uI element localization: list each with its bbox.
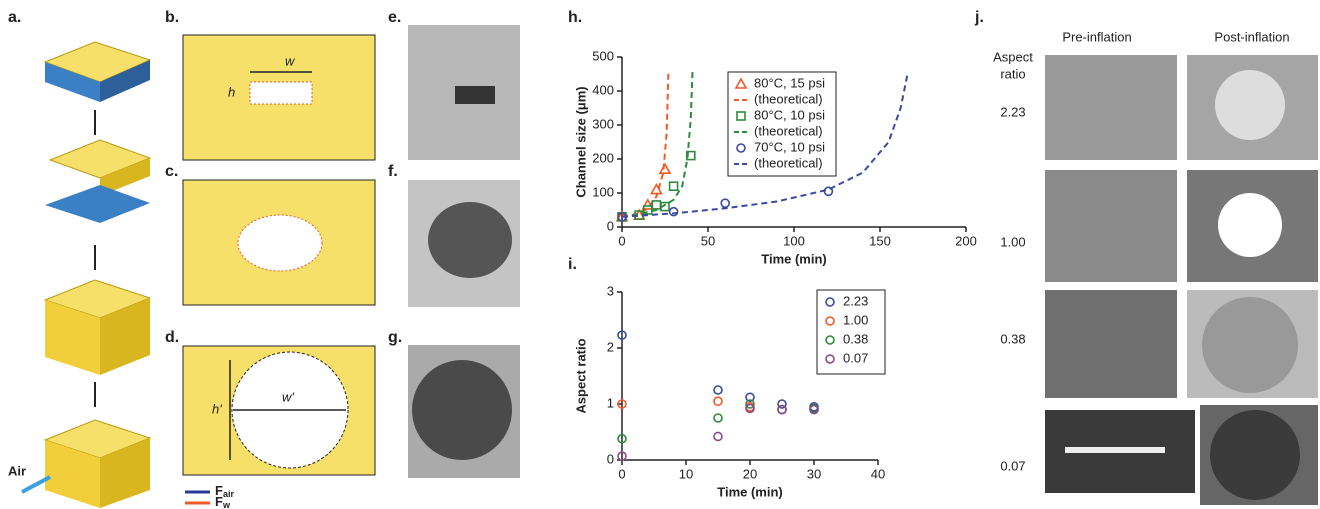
y-tick-label: 0 bbox=[607, 451, 614, 466]
data-point bbox=[668, 181, 679, 191]
micrographs-j bbox=[1045, 55, 1318, 505]
row-header: ratio bbox=[1000, 66, 1025, 81]
legend-swatch bbox=[736, 111, 746, 121]
data-point bbox=[658, 162, 672, 174]
data-point bbox=[809, 404, 819, 415]
data-point bbox=[617, 433, 627, 444]
column-header: Pre-inflation bbox=[1062, 29, 1131, 44]
theory-line bbox=[621, 73, 909, 218]
x-tick-label: 30 bbox=[807, 466, 821, 481]
data-point bbox=[777, 399, 787, 409]
panel-label: j. bbox=[974, 9, 984, 26]
y-tick-label: 300 bbox=[592, 116, 614, 131]
y-tick-label: 200 bbox=[592, 150, 614, 165]
row-label: 0.07 bbox=[1000, 458, 1025, 473]
panel-label: f. bbox=[388, 163, 398, 180]
y-axis-label: Channel size (μm) bbox=[573, 86, 588, 197]
legend-box bbox=[816, 289, 886, 375]
panel-label: e. bbox=[388, 9, 401, 26]
data-point bbox=[668, 206, 679, 217]
channel bbox=[428, 202, 512, 278]
legend-swatch bbox=[825, 354, 835, 364]
data-point bbox=[745, 403, 755, 414]
dimension-label: h' bbox=[212, 401, 222, 416]
panel-label: d. bbox=[165, 329, 179, 346]
x-tick-label: 50 bbox=[701, 233, 715, 248]
legend-swatch bbox=[825, 297, 835, 307]
y-tick-label: 400 bbox=[592, 82, 614, 97]
legend-swatch bbox=[736, 143, 746, 153]
legend-label: 1.00 bbox=[843, 312, 868, 327]
x-tick-label: 150 bbox=[869, 233, 891, 248]
legend-label: (theoretical) bbox=[754, 155, 823, 170]
legend-label: 0.07 bbox=[843, 350, 868, 365]
force-label: Fw bbox=[215, 494, 231, 509]
y-tick-label: 2 bbox=[607, 339, 614, 354]
x-tick-label: 10 bbox=[679, 466, 693, 481]
x-axis-label: Time (min) bbox=[717, 484, 783, 499]
legend-label: (theoretical) bbox=[754, 91, 823, 106]
row-header: Aspect bbox=[993, 49, 1033, 64]
row-label: 0.38 bbox=[1000, 331, 1025, 346]
row-label: 1.00 bbox=[1000, 234, 1025, 249]
x-tick-label: 0 bbox=[618, 466, 625, 481]
data-point bbox=[713, 385, 723, 395]
data-point bbox=[617, 451, 627, 461]
legend-label: (theoretical) bbox=[754, 123, 823, 138]
data-point bbox=[651, 200, 662, 210]
y-tick-label: 500 bbox=[592, 48, 614, 63]
dimension-label: w bbox=[285, 53, 296, 68]
channel bbox=[249, 81, 313, 105]
data-point bbox=[777, 404, 787, 415]
air-label: Air bbox=[8, 463, 26, 478]
dimension-label: h bbox=[228, 84, 235, 99]
panel-label: i. bbox=[568, 256, 577, 273]
dimension-label: w' bbox=[282, 389, 294, 404]
channel bbox=[455, 86, 495, 104]
legend-box bbox=[727, 71, 837, 177]
legend-swatch bbox=[825, 335, 835, 345]
y-axis-label: Aspect ratio bbox=[573, 338, 588, 413]
data-point bbox=[713, 413, 723, 423]
panel-label: a. bbox=[8, 9, 21, 26]
data-point bbox=[720, 198, 731, 208]
legend-swatch bbox=[825, 316, 835, 326]
data-point bbox=[713, 431, 723, 442]
y-tick-label: 1 bbox=[607, 395, 614, 410]
x-tick-label: 40 bbox=[871, 466, 885, 481]
data-point bbox=[617, 399, 627, 409]
data-point bbox=[713, 396, 723, 407]
panel-label: h. bbox=[568, 9, 582, 26]
schematic-a bbox=[21, 41, 152, 508]
legend-label: 2.23 bbox=[843, 293, 868, 308]
legend-swatch bbox=[734, 77, 748, 89]
row-label: 2.23 bbox=[1000, 104, 1025, 119]
data-point bbox=[642, 205, 653, 215]
theory-line bbox=[621, 70, 694, 218]
y-tick-label: 0 bbox=[607, 218, 614, 233]
channel bbox=[412, 360, 512, 460]
data-point bbox=[745, 392, 755, 403]
data-point bbox=[617, 330, 627, 340]
y-tick-label: 100 bbox=[592, 184, 614, 199]
legend-label: 80°C, 10 psi bbox=[754, 107, 825, 122]
legend-label: 0.38 bbox=[843, 331, 868, 346]
x-tick-label: 100 bbox=[783, 233, 805, 248]
data-point bbox=[745, 399, 755, 409]
panel-label: b. bbox=[165, 9, 179, 26]
legend-label: 70°C, 10 psi bbox=[754, 139, 825, 154]
panel-label: c. bbox=[165, 163, 178, 180]
x-axis-label: Time (min) bbox=[761, 251, 827, 266]
theory-line bbox=[621, 70, 670, 218]
column-header: Post-inflation bbox=[1214, 29, 1289, 44]
y-tick-label: 3 bbox=[607, 283, 614, 298]
x-tick-label: 0 bbox=[618, 233, 625, 248]
force-label: Fair bbox=[215, 483, 234, 499]
legend-label: 80°C, 15 psi bbox=[754, 75, 825, 90]
x-tick-label: 200 bbox=[955, 233, 977, 248]
x-tick-label: 20 bbox=[743, 466, 757, 481]
channel bbox=[237, 214, 323, 272]
panel-label: g. bbox=[388, 329, 402, 346]
